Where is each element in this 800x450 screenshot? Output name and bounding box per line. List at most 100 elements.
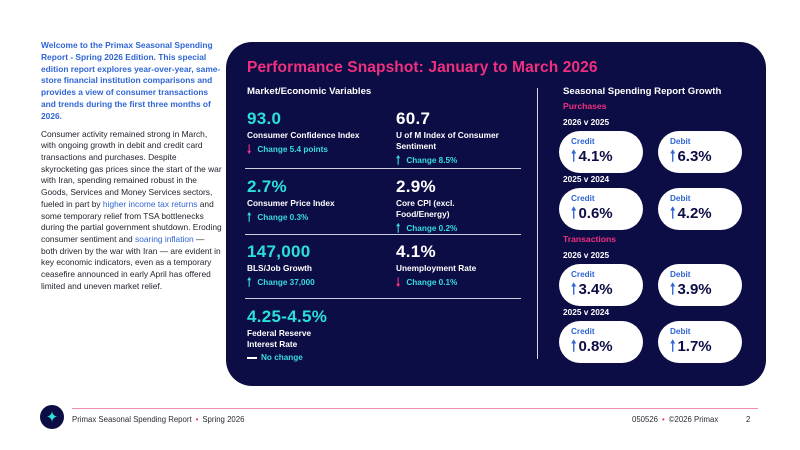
pill-kind: Credit — [571, 194, 595, 203]
dash-icon — [247, 356, 257, 359]
metric-value: 60.7 — [396, 109, 431, 128]
performance-snapshot-panel: Performance Snapshot: January to March 2… — [226, 42, 766, 386]
arrow-up-icon: 🠑 — [396, 153, 401, 167]
pill-kind: Debit — [670, 194, 691, 203]
pill-value-text: 0.6% — [578, 205, 613, 222]
panel-title: Performance Snapshot: January to March 2… — [247, 59, 598, 76]
pill-value-text: 4.1% — [578, 148, 613, 165]
footer-code: 050526 — [632, 415, 659, 424]
metric-label: Core CPI (excl. Food/Energy) — [396, 198, 455, 219]
purchases-section-label: Purchases — [563, 101, 607, 111]
row-divider — [245, 298, 521, 299]
arrow-up-icon: 🠑 — [247, 275, 252, 289]
pill-value: 🠑 4.2% — [670, 204, 742, 224]
footer-report-name: Primax Seasonal Spending Report — [72, 415, 192, 424]
pill-value: 🠑 4.1% — [571, 147, 643, 167]
metric-value: 93.0 — [247, 109, 282, 128]
transactions-period-1: 2026 v 2025 — [563, 250, 610, 260]
pill-kind: Debit — [670, 327, 691, 336]
purchases-debit-pill-1: Debit 🠑 6.3% — [658, 131, 742, 173]
column-divider — [537, 88, 538, 359]
transactions-credit-pill-2: Credit 🠑 0.8% — [559, 321, 643, 363]
footer-meta: 050526 • ©2026 Primax — [632, 415, 718, 424]
metric-value: 2.7% — [247, 177, 287, 196]
pill-value: 🠑 0.8% — [571, 337, 643, 357]
metric-change: 🠑 Change 8.5% — [396, 153, 526, 167]
row-divider — [245, 168, 521, 169]
metric-core-cpi: 2.9% Core CPI (excl. Food/Energy) 🠑 Chang… — [396, 177, 506, 235]
pill-value-text: 3.4% — [578, 281, 613, 298]
metric-label: Consumer Price Index — [247, 198, 335, 208]
pill-value-text: 0.8% — [578, 338, 613, 355]
transactions-credit-pill-1: Credit 🠑 3.4% — [559, 264, 643, 306]
metric-change-text: Change 0.3% — [257, 212, 309, 222]
intro-text-2: and some temporary relief from TSA bottl… — [41, 198, 222, 244]
footer-report-title: Primax Seasonal Spending Report • Spring 2… — [72, 415, 244, 424]
pill-value-text: 1.7% — [677, 338, 712, 355]
pill-kind: Debit — [670, 270, 691, 279]
metric-label: U of M Index of Consumer Sentiment — [396, 130, 499, 151]
pill-value: 🠑 3.9% — [670, 280, 742, 300]
metric-consumer-confidence: 93.0 Consumer Confidence Index 🠓 Change 5… — [247, 109, 397, 156]
arrow-up-icon: 🠑 — [571, 205, 577, 222]
metric-label: BLS/Job Growth — [247, 263, 312, 273]
pill-kind: Credit — [571, 270, 595, 279]
row-divider — [245, 234, 521, 235]
metric-fed-rate: 4.25-4.5% Federal Reserve Interest Rate … — [247, 307, 397, 362]
arrow-up-icon: 🠑 — [247, 210, 252, 224]
pill-value: 🠑 0.6% — [571, 204, 643, 224]
transactions-debit-pill-1: Debit 🠑 3.9% — [658, 264, 742, 306]
purchases-credit-pill-2: Credit 🠑 0.6% — [559, 188, 643, 230]
metric-label: Federal Reserve Interest Rate — [247, 328, 312, 349]
purchases-credit-pill-1: Credit 🠑 4.1% — [559, 131, 643, 173]
metric-change: 🠑 Change 37,000 — [247, 275, 397, 289]
transactions-section-label: Transactions — [563, 234, 617, 244]
purchases-period-1: 2026 v 2025 — [563, 117, 610, 127]
metric-change-text: Change 37,000 — [257, 277, 315, 287]
pill-kind: Credit — [571, 137, 595, 146]
transactions-debit-pill-2: Debit 🠑 1.7% — [658, 321, 742, 363]
arrow-down-icon: 🠓 — [247, 142, 252, 156]
metric-change: 🠓 Change 0.1% — [396, 276, 526, 288]
metric-cpi: 2.7% Consumer Price Index 🠑 Change 0.3% — [247, 177, 397, 224]
metric-change-text: No change — [261, 353, 303, 362]
pill-value: 🠑 1.7% — [670, 337, 742, 357]
intro-text-3: — both driven by the war with Iran — are… — [41, 233, 221, 291]
pill-value: 🠑 6.3% — [670, 147, 742, 167]
soaring-inflation-link[interactable]: soaring inflation — [135, 233, 194, 244]
arrow-up-icon: 🠑 — [571, 148, 577, 165]
footer-separator: • — [195, 415, 199, 424]
arrow-up-icon: 🠑 — [670, 205, 676, 222]
footer-rule — [72, 408, 758, 409]
metric-unemployment: 4.1% Unemployment Rate 🠓 Change 0.1% — [396, 242, 526, 288]
arrow-up-icon: 🠑 — [396, 221, 401, 235]
metric-value: 2.9% — [396, 177, 436, 196]
arrow-up-icon: 🠑 — [571, 281, 577, 298]
transactions-period-2: 2025 v 2024 — [563, 307, 610, 317]
metric-value: 4.1% — [396, 242, 436, 261]
arrow-up-icon: 🠑 — [571, 338, 577, 355]
pill-value-text: 4.2% — [677, 205, 712, 222]
metric-value: 4.25-4.5% — [247, 307, 328, 326]
metric-job-growth: 147,000 BLS/Job Growth 🠑 Change 37,000 — [247, 242, 397, 289]
market-variables-heading: Market/Economic Variables — [247, 86, 372, 97]
metric-change: 🠓 Change 5.4 points — [247, 142, 397, 156]
arrow-up-icon: 🠑 — [670, 148, 676, 165]
intro-heading: Welcome to the Primax Seasonal Spending … — [41, 40, 221, 121]
footer-separator: • — [662, 415, 665, 424]
higher-income-tax-returns-link[interactable]: higher income tax returns — [102, 198, 198, 209]
arrow-up-icon: 🠑 — [670, 281, 676, 298]
metric-change-text: Change 0.2% — [406, 223, 458, 233]
metric-change: No change — [247, 353, 397, 362]
metric-value: 147,000 — [247, 242, 311, 261]
pill-value-text: 6.3% — [677, 148, 712, 165]
intro-body: Consumer activity remained strong in Mar… — [41, 129, 223, 293]
intro-column: Welcome to the Primax Seasonal Spending … — [41, 40, 223, 292]
intro-text-1: Consumer activity remained strong in Mar… — [41, 128, 222, 209]
seasonal-growth-heading: Seasonal Spending Report Growth — [563, 86, 722, 97]
metric-change-text: Change 8.5% — [406, 155, 458, 165]
pill-value-text: 3.9% — [677, 281, 712, 298]
arrow-up-icon: 🠑 — [670, 338, 676, 355]
pill-kind: Debit — [670, 137, 691, 146]
footer-copyright: ©2026 Primax — [668, 415, 719, 424]
